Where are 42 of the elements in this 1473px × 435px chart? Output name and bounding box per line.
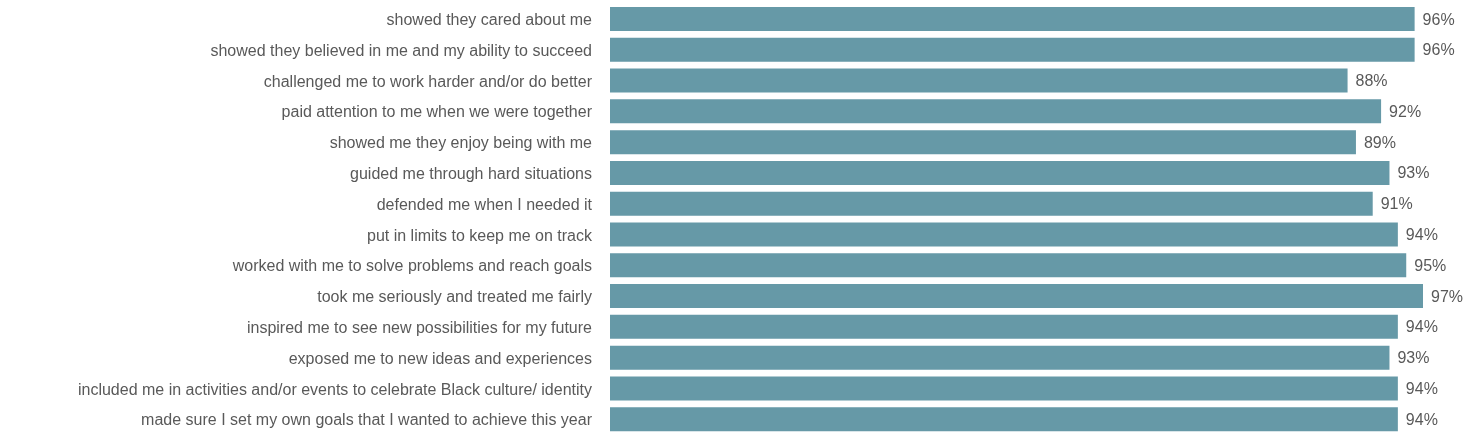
data-label: 93%: [1397, 164, 1430, 182]
y-tick-label: worked with me to solve problems and reach goals: [231, 257, 592, 275]
y-tick-label: put in limits to keep me on track: [367, 226, 593, 244]
y-tick-label: challenged me to work harder and/or do better: [263, 72, 593, 90]
bar: [610, 407, 1398, 432]
y-tick-label: defended me when I needed it: [376, 195, 593, 213]
y-tick-label: inspired me to see new possibilities for my future: [246, 318, 593, 336]
bar: [610, 99, 1382, 124]
bar: [610, 130, 1356, 155]
data-label: 91%: [1380, 195, 1413, 213]
data-label: 94%: [1405, 410, 1438, 428]
bar: [610, 345, 1390, 370]
bar: [610, 253, 1407, 278]
data-label: 94%: [1405, 226, 1438, 243]
bar: [610, 160, 1390, 185]
y-tick-label: included me in activities and/or events to celebrate Black culture/ identity: [77, 380, 592, 398]
data-label: 96%: [1422, 10, 1455, 28]
y-tick-label: made sure I set my own goals that I wanted to achieve this year: [141, 411, 593, 429]
y-tick-label: showed they believed in me and my ability to succeed: [210, 41, 592, 59]
bar: [610, 314, 1398, 339]
y-tick-label: paid attention to me when we were together: [281, 103, 593, 121]
data-label: 88%: [1355, 72, 1388, 90]
bar: [610, 376, 1398, 401]
y-tick-label: guided me through hard situations: [350, 165, 592, 182]
data-label: 95%: [1414, 256, 1447, 274]
bar: [610, 68, 1348, 93]
data-label: 94%: [1405, 379, 1438, 397]
data-label: 97%: [1431, 287, 1464, 305]
y-tick-label: took me seriously and treated me fairly: [317, 288, 592, 306]
y-tick-label: exposed me to new ideas and experiences: [288, 349, 592, 367]
bar: [610, 191, 1373, 216]
bar: [610, 222, 1398, 247]
data-label: 96%: [1422, 41, 1455, 59]
bar: [610, 7, 1415, 31]
data-label: 93%: [1397, 349, 1430, 367]
y-tick-label: showed me they enjoy being with me: [329, 134, 593, 152]
data-label: 92%: [1389, 102, 1422, 120]
y-tick-label: showed they cared about me: [386, 11, 593, 29]
bar: [610, 37, 1415, 62]
data-label: 94%: [1405, 318, 1438, 336]
data-label: 89%: [1363, 133, 1396, 151]
bar: [610, 284, 1423, 309]
